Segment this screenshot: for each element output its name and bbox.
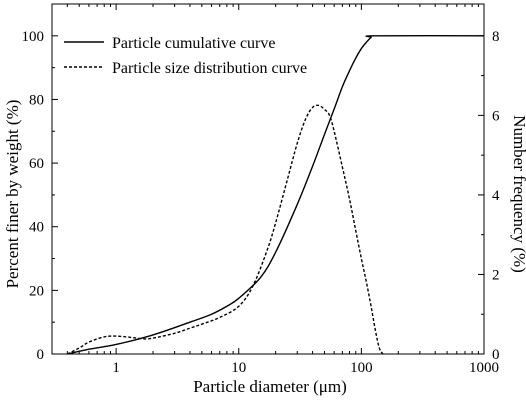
y-left-tick-label-0: 0 xyxy=(37,347,45,363)
x-tick-label-100: 100 xyxy=(350,360,373,376)
y-left-tick-label-40: 40 xyxy=(29,220,44,236)
x-tick-label-10: 10 xyxy=(231,360,246,376)
series-layer xyxy=(67,35,485,355)
y-right-tick-label-4: 4 xyxy=(492,188,500,204)
x-tick-label-1000: 1000 xyxy=(469,360,499,376)
y-right-tick-label-0: 0 xyxy=(492,347,500,363)
y-left-tick-label-80: 80 xyxy=(29,92,44,108)
y-right-tick-label-6: 6 xyxy=(492,108,500,124)
y-left-tick-label-60: 60 xyxy=(29,156,44,172)
y-right-tick-label-8: 8 xyxy=(492,29,500,45)
legend-label-2: Particle size distribution curve xyxy=(112,60,307,77)
x-axis-title: Particle diameter (μm) xyxy=(193,377,347,396)
axes-layer xyxy=(51,3,485,355)
series-line-distribution xyxy=(67,104,384,355)
plot-frame xyxy=(51,3,485,355)
legend-layer: Particle cumulative curve Particle size d… xyxy=(64,35,307,77)
y-axis-right-title: Number frequency (%) xyxy=(510,115,526,273)
y-left-tick-label-20: 20 xyxy=(29,283,44,299)
x-tick-label-1: 1 xyxy=(112,360,120,376)
series-line-cumulative xyxy=(67,35,485,355)
y-right-tick-label-2: 2 xyxy=(492,267,500,283)
y-left-tick-label-100: 100 xyxy=(22,29,45,45)
legend-label-1: Particle cumulative curve xyxy=(112,35,275,52)
y-axis-left-title: Percent finer by weight (%) xyxy=(3,100,22,289)
titles-layer: Particle diameter (μm) Percent finer by … xyxy=(3,100,526,396)
